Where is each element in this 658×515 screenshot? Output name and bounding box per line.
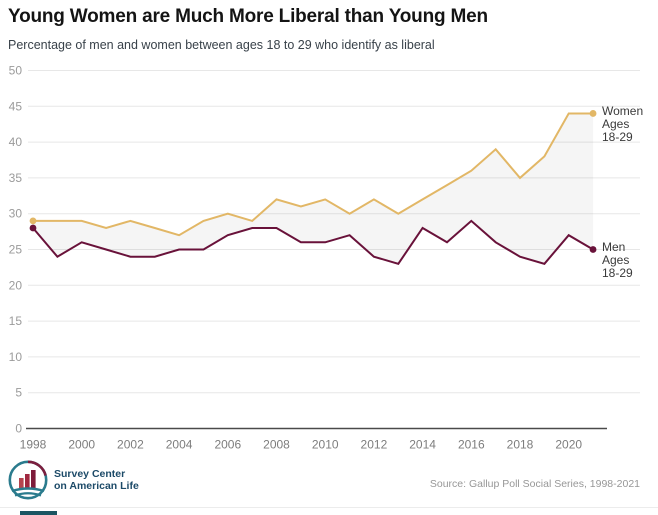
women-series: Women Ages 18-29 — [29, 104, 643, 237]
y-tick-0: 0 — [15, 422, 22, 436]
y-tick-30: 30 — [9, 207, 23, 221]
y-tick-20: 20 — [9, 278, 23, 292]
x-tick-2016: 2016 — [458, 438, 485, 452]
men-series: Men Ages 18-29 — [29, 219, 633, 280]
x-tick-1998: 1998 — [20, 438, 47, 452]
y-tick-50: 50 — [9, 64, 23, 78]
survey-center-logo — [8, 460, 48, 500]
x-tick-2008: 2008 — [263, 438, 290, 452]
x-tick-2000: 2000 — [68, 438, 95, 452]
x-tick-2004: 2004 — [166, 438, 193, 452]
logo-text-line1: Survey Center — [54, 468, 126, 480]
x-tick-2018: 2018 — [507, 438, 534, 452]
y-tick-10: 10 — [9, 350, 23, 364]
start-dot — [29, 217, 37, 225]
gridlines — [28, 70, 640, 394]
logo-mark-icon — [8, 460, 48, 500]
x-axis-tick-labels: 1998 2000 2002 2004 2006 2008 2010 2012 2014 2016… — [20, 438, 583, 452]
x-tick-2010: 2010 — [312, 438, 339, 452]
bottom-edge-strip — [20, 511, 57, 515]
y-tick-40: 40 — [9, 135, 23, 149]
x-tick-2012: 2012 — [361, 438, 388, 452]
x-tick-2002: 2002 — [117, 438, 144, 452]
y-tick-5: 5 — [15, 386, 22, 400]
y-tick-35: 35 — [9, 171, 23, 185]
logo-text-line2: on American Life — [54, 480, 139, 492]
source-note: Source: Gallup Poll Social Series, 1998-… — [429, 478, 640, 490]
page-subtitle: Percentage of men and women between ages… — [8, 38, 435, 52]
series-end-label: Women Ages 18-29 — [602, 104, 643, 144]
x-tick-2014: 2014 — [409, 438, 436, 452]
y-tick-45: 45 — [9, 99, 23, 113]
y-axis-tick-labels: 0 5 10 15 20 25 30 35 40 45 50 — [9, 64, 23, 436]
between-series-fill — [33, 113, 594, 264]
page-title: Young Women are Much More Liberal than Y… — [8, 6, 488, 27]
bottom-divider — [0, 507, 658, 508]
start-dot — [29, 224, 37, 232]
y-tick-15: 15 — [9, 314, 23, 328]
series-line — [32, 219, 594, 265]
series-end-label: Men Ages 18-29 — [602, 240, 633, 280]
x-tick-2020: 2020 — [555, 438, 582, 452]
y-tick-25: 25 — [9, 243, 23, 257]
series-line — [33, 112, 594, 237]
liberal-identification-line-chart: Women Ages 18-29 Men Ages 18-29 0 5 10 15 20 25 30 35… — [9, 64, 644, 452]
logo-text: Survey Center on American Life — [54, 468, 139, 492]
x-tick-2006: 2006 — [214, 438, 241, 452]
end-dot — [589, 110, 597, 117]
end-dot — [589, 246, 597, 253]
